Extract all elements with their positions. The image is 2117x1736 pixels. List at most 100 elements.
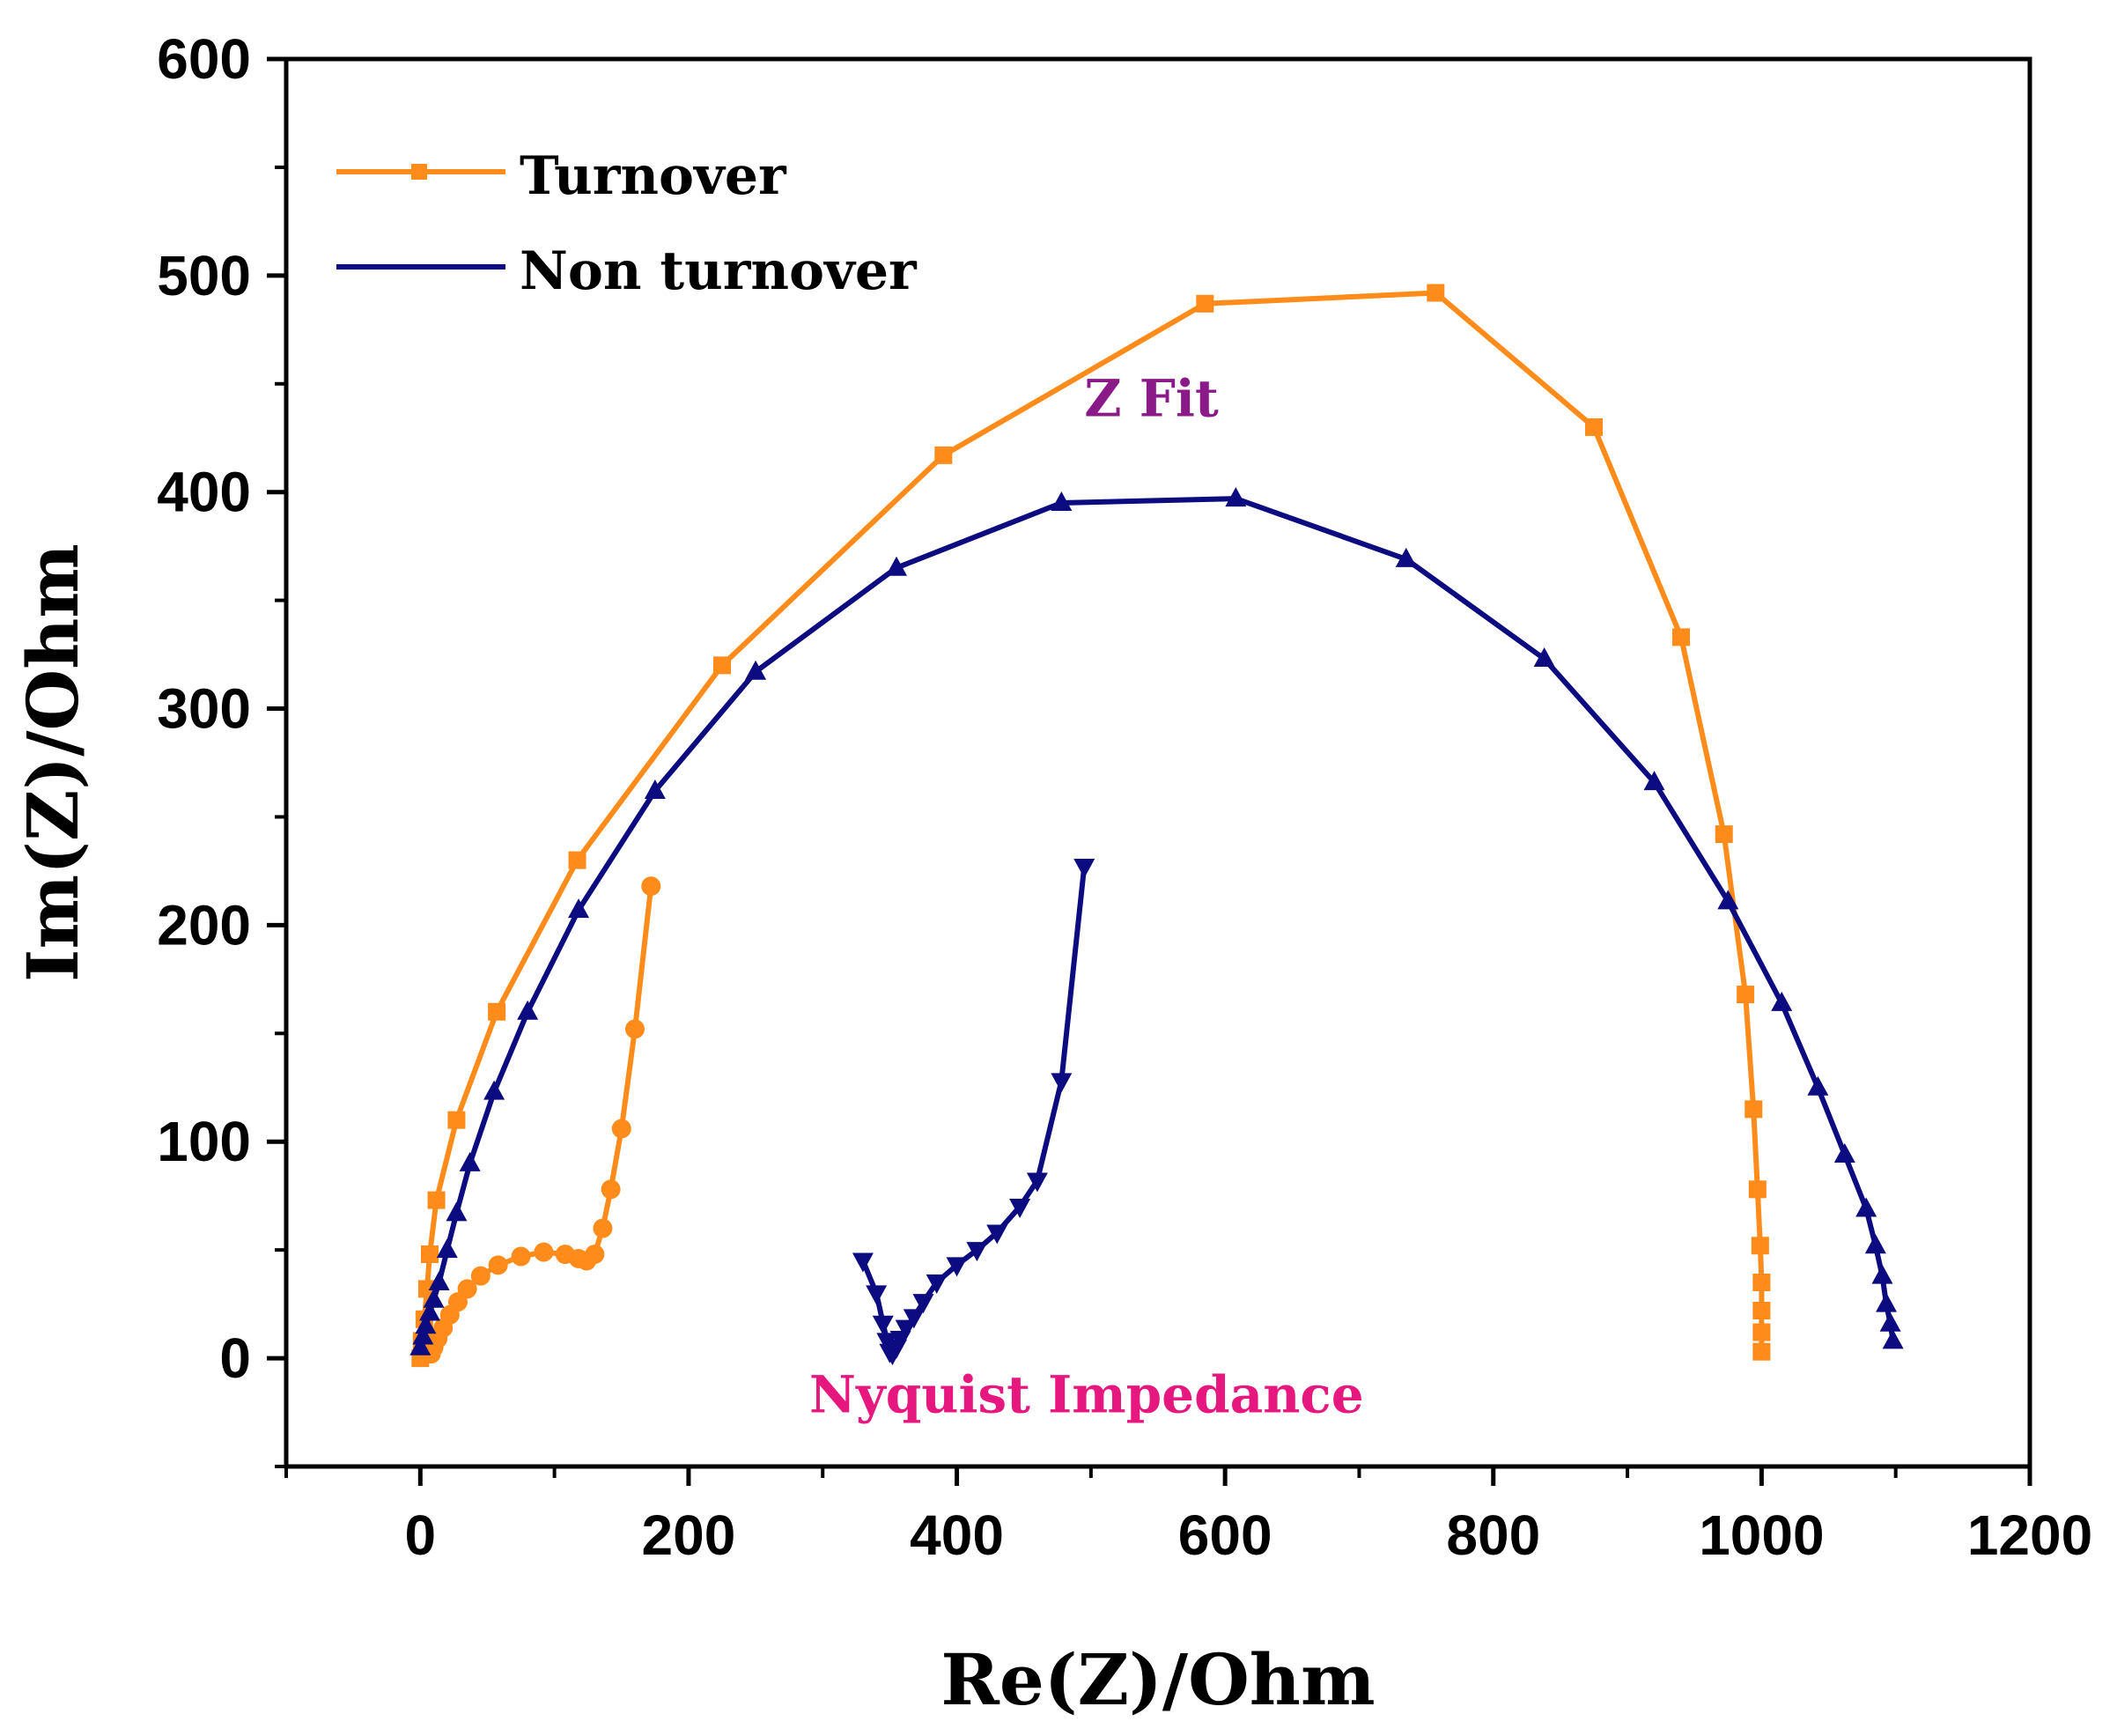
data-point [1855,1197,1877,1217]
data-point [866,1285,888,1305]
data-point [1026,1172,1048,1193]
data-point [986,1224,1008,1245]
x-tick-label: 0 [405,1503,437,1567]
data-point [1771,991,1793,1011]
legend-marker-turnover [411,164,427,180]
y-tick-label: 0 [219,1326,251,1390]
annotation-nyquist-impedance: Nyquist Impedance [809,1365,1364,1425]
y-tick-label: 100 [157,1110,251,1173]
data-point [457,1279,477,1299]
data-point [1051,491,1073,511]
data-point [1672,628,1690,646]
data-point [1752,1323,1771,1341]
data-point [713,656,731,675]
data-point [1737,986,1755,1004]
x-tick-label: 200 [642,1503,736,1567]
y-tick-label: 300 [157,677,251,741]
data-point [852,1252,874,1273]
data-point [903,1309,925,1329]
data-point [601,1179,621,1200]
data-point [1876,1292,1898,1312]
data-point [1225,487,1247,507]
legend-label-non-turnover: Non turnover [520,240,918,302]
data-point [1585,417,1603,436]
data-point [534,1242,554,1262]
y-tick-label: 500 [157,244,251,307]
data-point [488,1002,506,1021]
data-point [427,1191,446,1209]
legend: Turnover Non turnover [336,145,918,302]
series-turnover [411,284,1771,1368]
data-point [946,1257,968,1277]
data-point [1744,1100,1763,1119]
data-point [585,1245,605,1265]
data-point [1715,825,1733,844]
data-point [1196,294,1214,313]
tick-labels: 0 200 400 600 800 1000 1200 0 100 200 300 400 500 600 [157,27,2092,1567]
data-point [1073,859,1095,879]
y-tick-label: 400 [157,461,251,524]
data-point [568,898,590,919]
data-point [876,1333,898,1353]
data-point [644,779,666,799]
legend-label-turnover: Turnover [520,145,787,207]
data-point [1882,1329,1904,1349]
plot-frame [284,56,2032,1469]
series-non-turnover-low-frequency [852,859,1095,1366]
data-point [409,1335,432,1356]
data-point [886,556,907,576]
data-point [412,1325,434,1345]
data-point [428,1271,450,1291]
data-point [1427,284,1445,302]
data-point [483,1080,505,1100]
data-point [517,1000,539,1020]
data-point [511,1246,531,1267]
data-point [446,1201,468,1222]
data-point [966,1242,988,1262]
data-point [1752,1274,1771,1292]
data-point [459,1151,481,1171]
data-point [1807,1075,1829,1096]
data-point [447,1111,466,1129]
annotations: Z Fit Nyquist Impedance [809,369,1364,1425]
data-point [1751,1237,1769,1255]
data-point [568,851,586,869]
data-point [423,1288,445,1308]
x-tick-label: 1200 [1967,1503,2092,1567]
data-point [895,1319,917,1340]
data-point [1864,1234,1886,1254]
y-tick-label: 600 [157,27,251,91]
y-tick-label: 200 [157,893,251,957]
series-layer [409,284,1904,1368]
data-point [593,1218,613,1238]
data-point [1643,771,1665,791]
data-point [1752,1301,1771,1319]
data-point [611,1119,631,1139]
annotation-z-fit: Z Fit [1084,369,1219,429]
data-point [1009,1198,1031,1218]
x-tick-label: 600 [1178,1503,1272,1567]
data-point [420,1245,439,1264]
data-point [625,1019,645,1039]
data-point [436,1238,458,1259]
series-line-non-turnover [417,496,1896,1348]
data-point [934,446,953,464]
data-point [1395,547,1417,567]
series-non-turnover [409,487,1904,1356]
data-point [912,1294,934,1314]
x-axis-title: Re(Z)/Ohm [940,1638,1375,1721]
series-line-turnover [417,290,1765,1359]
data-point [1752,1342,1771,1361]
data-point [926,1274,948,1295]
data-point [488,1255,508,1275]
data-point [1871,1264,1893,1284]
data-point [872,1315,894,1335]
y-axis-title: Im(Z)/Ohm [11,543,94,982]
x-tick-label: 1000 [1699,1503,1824,1567]
data-point [1879,1311,1901,1332]
series-line-non-turnover-low-frequency [860,866,1088,1357]
data-point [1717,890,1739,910]
data-point [1748,1180,1767,1199]
data-point [641,876,661,897]
